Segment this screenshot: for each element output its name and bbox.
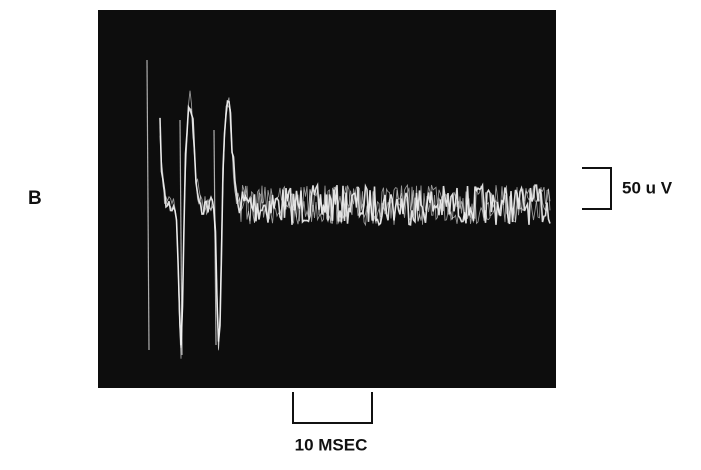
panel-label: B (28, 188, 42, 209)
figure: B 50 u V 10 MSEC (0, 0, 701, 465)
time-scale-label: 10 MSEC (295, 435, 368, 454)
time-scale-bar (293, 392, 372, 423)
voltage-scale-label: 50 u V (622, 178, 673, 197)
voltage-scale-bar (582, 168, 611, 209)
page: B 50 u V 10 MSEC (() => { const data = J… (0, 0, 701, 465)
